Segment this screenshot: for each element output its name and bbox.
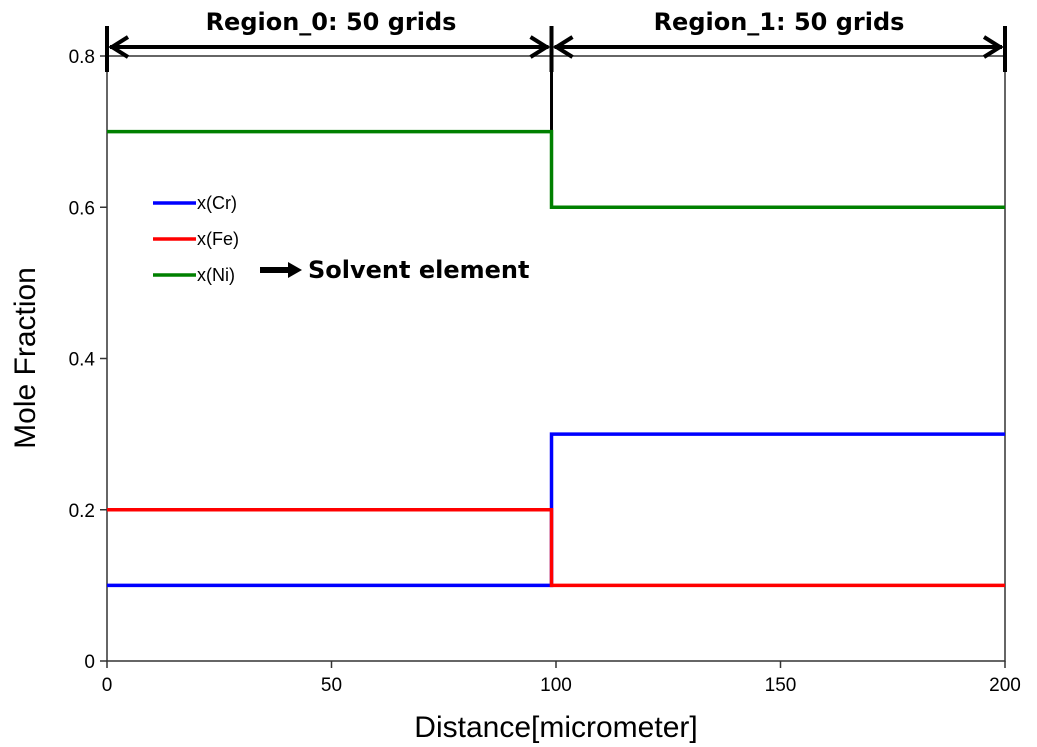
x-tick-label: 100	[540, 675, 572, 696]
arrowhead-right-icon	[529, 35, 551, 59]
y-tick-label: 0.6	[69, 198, 95, 219]
arrowhead-left-icon	[552, 35, 574, 59]
y-tick-label: 0.2	[69, 501, 95, 522]
region-0-label: Region_0: 50 grids	[206, 8, 457, 36]
x-tick-label: 0	[102, 675, 113, 696]
series-line-xni	[107, 129, 1005, 209]
y-tick-label: 0.4	[69, 350, 96, 371]
y-tick-label: 0	[84, 652, 95, 673]
plot-frame	[106, 55, 1006, 662]
arrowhead-left-icon	[108, 35, 130, 59]
y-tick-label: 0.8	[69, 47, 95, 68]
y-axis-label: Mole Fraction	[9, 267, 42, 449]
x-tick-label: 50	[321, 675, 342, 696]
solvent-note: Solvent element	[308, 256, 529, 284]
series-line-xfe	[107, 508, 1005, 588]
region-1-label: Region_1: 50 grids	[654, 8, 905, 36]
x-tick-label: 200	[989, 675, 1021, 696]
legend-label: x(Cr)	[197, 193, 237, 213]
x-tick-label: 150	[765, 675, 797, 696]
solvent-arrowhead-icon	[288, 262, 302, 278]
legend-label: x(Fe)	[197, 229, 239, 249]
x-axis-label: Distance[micrometer]	[414, 711, 697, 744]
arrowhead-right-icon	[982, 35, 1004, 59]
legend-label: x(Ni)	[197, 265, 235, 285]
